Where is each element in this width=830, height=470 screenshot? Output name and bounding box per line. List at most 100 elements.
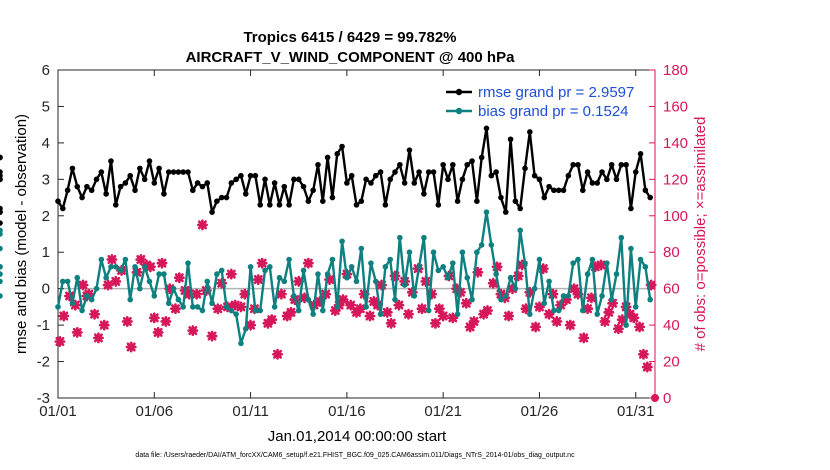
bias-data-point xyxy=(416,264,422,270)
rmse-data-point xyxy=(79,194,85,201)
bias-data-point xyxy=(478,242,485,248)
assimilated-obs-marker xyxy=(293,275,305,287)
rmse-data-point xyxy=(0,176,3,183)
x-tick-label: 01/01 xyxy=(39,403,77,420)
rmse-data-point xyxy=(190,187,196,194)
bias-data-point xyxy=(599,293,605,299)
bias-data-point xyxy=(430,249,437,256)
rmse-data-point xyxy=(599,169,605,175)
bias-data-point xyxy=(267,264,273,270)
bias-data-point xyxy=(108,264,114,270)
assimilated-obs-marker xyxy=(299,292,310,304)
bias-data-point xyxy=(0,293,3,299)
bias-data-point xyxy=(122,256,129,263)
rmse-data-point xyxy=(464,161,471,168)
assimilated-obs-marker xyxy=(491,261,503,273)
bias-data-point xyxy=(522,260,528,266)
legend-entry: bias grand pr = 0.1524 xyxy=(478,103,629,120)
assimilated-obs-marker xyxy=(507,283,518,295)
y2-tick-label: 180 xyxy=(663,62,688,79)
bias-data-point xyxy=(579,307,586,314)
rmse-data-point xyxy=(319,198,326,204)
bias-data-point xyxy=(295,307,302,314)
bias-data-point xyxy=(507,274,514,281)
rmse-data-point xyxy=(449,161,456,168)
assimilated-obs-marker xyxy=(429,317,441,329)
plot-background xyxy=(58,70,655,398)
assimilated-obs-marker xyxy=(354,303,366,315)
assimilated-obs-marker xyxy=(272,348,284,360)
assimilated-obs-marker xyxy=(389,270,401,282)
rmse-data-point xyxy=(522,165,528,172)
bias-data-point xyxy=(647,296,653,303)
y-tick-label: -1 xyxy=(37,317,50,334)
assimilated-obs-marker xyxy=(345,299,357,311)
rmse-data-point xyxy=(122,180,129,186)
rmse-data-point xyxy=(228,180,235,186)
rmse-data-point xyxy=(127,172,134,179)
bias-data-point xyxy=(79,307,85,314)
rmse-data-point xyxy=(560,187,567,194)
rmse-data-point xyxy=(214,198,220,204)
bias-data-point xyxy=(329,256,336,263)
y2-tick-label: 140 xyxy=(663,135,688,152)
rmse-data-point xyxy=(286,202,292,208)
bias-data-point xyxy=(112,264,119,270)
y2-tick-label: 160 xyxy=(663,98,688,115)
rmse-data-point xyxy=(315,161,321,168)
rmse-data-point xyxy=(170,169,177,175)
rmse-data-point xyxy=(180,169,186,175)
rmse-data-point xyxy=(594,180,601,186)
bias-data-point xyxy=(411,293,418,299)
rmse-data-point xyxy=(551,187,557,194)
assimilated-obs-marker xyxy=(164,283,176,295)
rmse-data-point xyxy=(368,180,374,186)
assimilated-obs-marker xyxy=(543,308,555,320)
y-tick-label: 3 xyxy=(42,171,50,188)
assimilated-obs-marker xyxy=(530,321,542,333)
rmse-data-point xyxy=(623,161,629,168)
rmse-data-point xyxy=(305,198,312,204)
bias-data-point xyxy=(319,307,326,314)
rmse-data-point xyxy=(430,169,437,175)
rmse-data-point xyxy=(435,202,442,208)
assimilated-obs-marker xyxy=(516,259,528,271)
assimilated-obs-marker xyxy=(372,299,384,311)
assimilated-obs-marker xyxy=(225,268,237,280)
rmse-data-point xyxy=(406,147,413,153)
bias-data-point xyxy=(156,271,162,277)
rmse-data-point xyxy=(498,194,504,201)
rmse-data-point xyxy=(541,194,548,201)
assimilated-obs-marker xyxy=(245,319,257,331)
bias-data-point xyxy=(117,267,124,274)
assimilated-obs-marker xyxy=(437,310,449,322)
assimilated-obs-endpoint xyxy=(651,394,659,402)
rmse-data-point xyxy=(117,183,124,190)
bias-data-point xyxy=(632,304,639,310)
bias-data-point xyxy=(531,285,538,292)
assimilated-obs-marker xyxy=(302,257,314,269)
bias-data-point xyxy=(151,293,158,299)
rmse-data-point xyxy=(647,194,653,201)
rmse-data-point xyxy=(262,176,268,183)
assimilated-obs-marker xyxy=(533,301,545,313)
assimilated-obs-marker xyxy=(607,297,619,309)
rmse-data-point xyxy=(60,205,66,212)
bias-data-point xyxy=(252,307,259,314)
bias-data-point xyxy=(310,311,316,317)
assimilated-obs-marker xyxy=(92,332,104,344)
rmse-data-point xyxy=(546,183,552,190)
y2-tick-label: 40 xyxy=(663,317,680,334)
bias-data-point xyxy=(584,271,591,277)
assimilated-obs-marker xyxy=(256,257,268,269)
assimilated-obs-marker xyxy=(481,305,493,316)
bias-data-point xyxy=(392,296,398,303)
bias-data-point xyxy=(98,256,105,263)
bias-data-point xyxy=(483,209,490,215)
bias-data-point xyxy=(536,256,543,263)
bias-data-point xyxy=(0,264,3,270)
bias-data-point xyxy=(435,267,442,274)
assimilated-obs-marker xyxy=(595,259,607,271)
bias-data-point xyxy=(560,293,567,299)
assimilated-obs-marker xyxy=(406,286,418,298)
